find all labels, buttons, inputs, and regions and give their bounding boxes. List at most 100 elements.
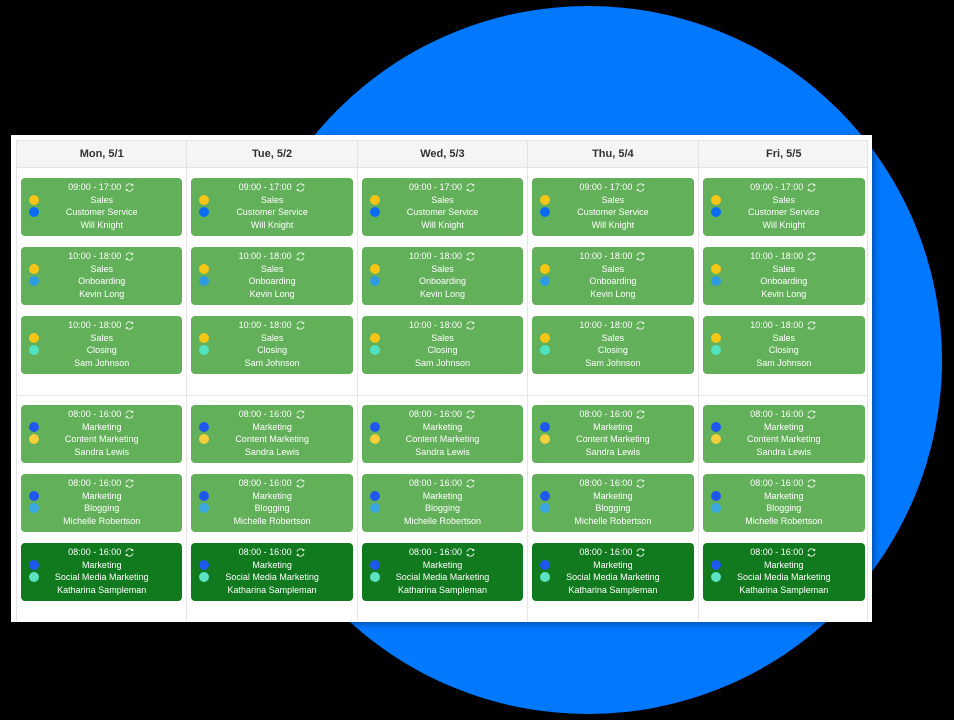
sync-icon (636, 321, 645, 330)
shift-card[interactable]: 08:00 - 16:00 Marketing Blogging Michell… (532, 474, 694, 532)
department-color-dot (29, 422, 39, 432)
shift-department: Marketing (422, 559, 463, 570)
role-color-dot (710, 503, 721, 513)
shift-card[interactable]: 10:00 - 18:00 Sales Closing Sam Johnson (191, 316, 353, 374)
shift-role: Closing (86, 345, 117, 356)
shift-role: Blogging (766, 503, 802, 514)
role-color-dot (710, 434, 721, 444)
shift-card[interactable]: 08:00 - 16:00 Marketing Blogging Michell… (361, 474, 524, 532)
day-column-wed: 08:00 - 16:00 Marketing Content Marketin… (358, 396, 529, 622)
role-color-dot (540, 572, 551, 582)
shift-card[interactable]: 10:00 - 18:00 Sales Onboarding Kevin Lon… (361, 247, 524, 305)
shift-card[interactable]: 10:00 - 18:00 Sales Closing Sam Johnson (532, 316, 694, 374)
day-column-thu: 09:00 - 17:00 Sales Customer Service Wil… (528, 168, 699, 395)
shift-time: 10:00 - 18:00 (579, 251, 633, 261)
shift-time: 08:00 - 16:00 (750, 409, 804, 419)
shift-role: Onboarding (760, 276, 808, 287)
shift-time: 09:00 - 17:00 (408, 182, 462, 192)
shift-role: Customer Service (406, 207, 479, 218)
shift-time: 10:00 - 18:00 (68, 251, 122, 261)
shift-time: 08:00 - 16:00 (750, 478, 804, 488)
shift-department: Sales (431, 332, 454, 343)
shift-role: Onboarding (248, 276, 296, 287)
department-color-dot (199, 264, 210, 274)
shift-card[interactable]: 08:00 - 16:00 Marketing Content Marketin… (532, 405, 694, 463)
shift-time: 10:00 - 18:00 (238, 251, 292, 261)
role-color-dot (710, 345, 721, 355)
department-color-dot (29, 491, 39, 501)
shift-employee: Michelle Robertson (403, 515, 481, 526)
shift-department: Marketing (81, 559, 122, 570)
department-color-dot (199, 491, 210, 501)
shift-department: Marketing (81, 490, 122, 501)
shift-card[interactable]: 10:00 - 18:00 Sales Closing Sam Johnson (21, 316, 183, 374)
shift-card[interactable]: 09:00 - 17:00 Sales Customer Service Wil… (191, 178, 353, 236)
department-color-dot (199, 333, 210, 343)
role-color-dot (29, 276, 39, 286)
shift-department: Sales (90, 263, 113, 274)
role-color-dot (540, 276, 551, 286)
sync-icon (296, 410, 305, 419)
shift-card[interactable]: 09:00 - 17:00 Sales Customer Service Wil… (361, 178, 524, 236)
shift-role: Social Media Marketing (395, 572, 490, 583)
shift-time: 08:00 - 16:00 (68, 547, 122, 557)
shift-department: Sales (601, 194, 625, 205)
shift-card[interactable]: 08:00 - 16:00 Marketing Blogging Michell… (702, 474, 865, 532)
shift-department: Marketing (593, 490, 633, 501)
shift-card[interactable]: 10:00 - 18:00 Sales Onboarding Kevin Lon… (21, 247, 183, 305)
shift-time: 10:00 - 18:00 (750, 320, 804, 330)
shift-role: Onboarding (589, 276, 637, 287)
sync-icon (807, 252, 816, 261)
shift-role: Content Marketing (746, 434, 821, 445)
day-column-tue: 08:00 - 16:00 Marketing Content Marketin… (187, 396, 358, 622)
shift-role: Social Media Marketing (566, 572, 660, 583)
shift-employee: Michelle Robertson (233, 515, 311, 526)
shift-card[interactable]: 08:00 - 16:00 Marketing Social Media Mar… (191, 543, 353, 601)
shift-card[interactable]: 09:00 - 17:00 Sales Customer Service Wil… (702, 178, 865, 236)
shift-card[interactable]: 10:00 - 18:00 Sales Onboarding Kevin Lon… (702, 247, 865, 305)
shift-employee: Katharina Sampleman (397, 584, 487, 595)
shift-role: Content Marketing (235, 434, 309, 445)
department-color-dot (540, 333, 551, 343)
shift-card[interactable]: 08:00 - 16:00 Marketing Content Marketin… (191, 405, 353, 463)
shift-role: Customer Service (747, 207, 820, 218)
shift-role: Social Media Marketing (225, 572, 319, 583)
day-header-fri: Fri, 5/5 (766, 148, 802, 160)
shift-card[interactable]: 10:00 - 18:00 Sales Closing Sam Johnson (702, 316, 865, 374)
shift-employee: Kevin Long (761, 288, 807, 299)
shift-role: Closing (257, 345, 288, 356)
shift-card[interactable]: 10:00 - 18:00 Sales Onboarding Kevin Lon… (532, 247, 694, 305)
shift-card[interactable]: 10:00 - 18:00 Sales Closing Sam Johnson (361, 316, 524, 374)
role-color-dot (369, 434, 380, 444)
shift-card[interactable]: 08:00 - 16:00 Marketing Content Marketin… (361, 405, 524, 463)
shift-employee: Katharina Sampleman (739, 584, 829, 595)
sync-icon (125, 321, 134, 330)
shift-card[interactable]: 10:00 - 18:00 Sales Onboarding Kevin Lon… (191, 247, 353, 305)
shift-card[interactable]: 08:00 - 16:00 Marketing Content Marketin… (702, 405, 865, 463)
shift-role: Customer Service (236, 207, 308, 218)
day-column-wed: 09:00 - 17:00 Sales Customer Service Wil… (358, 168, 529, 395)
department-color-dot (199, 422, 210, 432)
shift-card[interactable]: 08:00 - 16:00 Marketing Social Media Mar… (21, 543, 183, 601)
shift-employee: Sandra Lewis (74, 446, 129, 457)
role-color-dot (369, 207, 380, 217)
sync-icon (807, 479, 816, 488)
shift-card[interactable]: 08:00 - 16:00 Marketing Blogging Michell… (191, 474, 353, 532)
role-color-dot (29, 434, 39, 444)
shift-department: Sales (90, 332, 113, 343)
sync-icon (125, 548, 134, 557)
shift-card[interactable]: 08:00 - 16:00 Marketing Social Media Mar… (702, 543, 865, 601)
shift-department: Marketing (81, 421, 122, 432)
shift-card[interactable]: 08:00 - 16:00 Marketing Content Marketin… (21, 405, 183, 463)
shift-card[interactable]: 08:00 - 16:00 Marketing Blogging Michell… (21, 474, 183, 532)
day-header-tue: Tue, 5/2 (187, 141, 358, 167)
shift-time: 08:00 - 16:00 (238, 478, 292, 488)
shift-card[interactable]: 09:00 - 17:00 Sales Customer Service Wil… (21, 178, 183, 236)
shift-card[interactable]: 08:00 - 16:00 Marketing Social Media Mar… (361, 543, 524, 601)
shift-department: Sales (431, 263, 454, 274)
shift-card[interactable]: 09:00 - 17:00 Sales Customer Service Wil… (532, 178, 694, 236)
shift-employee: Katharina Sampleman (57, 584, 147, 595)
shift-department: Sales (772, 263, 796, 274)
shift-department: Marketing (764, 421, 804, 432)
shift-card[interactable]: 08:00 - 16:00 Marketing Social Media Mar… (532, 543, 694, 601)
